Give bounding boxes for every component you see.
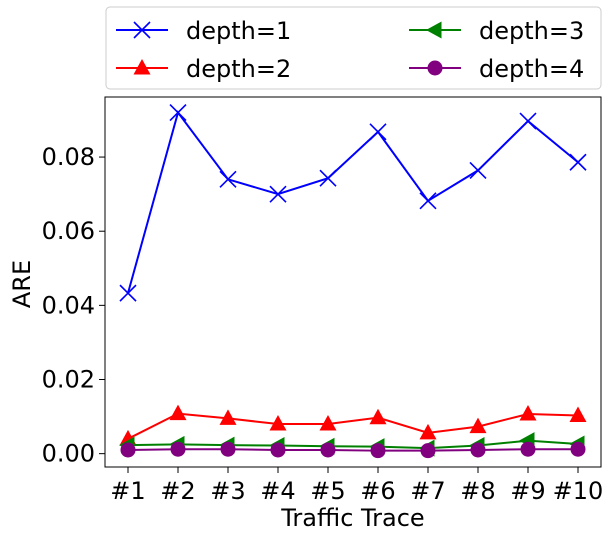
legend-label: depth=1 xyxy=(186,17,291,45)
series-line xyxy=(127,448,578,452)
data-point xyxy=(469,161,487,179)
legend-entry: depth=2 xyxy=(116,55,291,83)
y-tick-label: 0.04 xyxy=(42,291,95,319)
x-axis-label: Traffic Trace xyxy=(280,504,424,532)
data-point xyxy=(270,442,286,458)
data-point xyxy=(219,170,237,188)
data-point xyxy=(420,443,436,459)
data-point xyxy=(319,169,337,187)
data-point xyxy=(470,442,486,458)
x-tick-label: #6 xyxy=(360,477,395,505)
legend-label: depth=4 xyxy=(479,55,584,83)
data-point xyxy=(370,443,386,459)
data-point xyxy=(369,123,387,141)
x-tick-label: #5 xyxy=(310,477,345,505)
legend-label: depth=2 xyxy=(186,55,291,83)
x-tick-label: #7 xyxy=(410,477,445,505)
legend-marker xyxy=(133,59,151,75)
legend: depth=1 depth=2 depth=3 depth=4 xyxy=(105,6,602,90)
y-axis-label: ARE xyxy=(8,260,36,308)
plot-frame xyxy=(104,96,602,468)
legend-entry: depth=4 xyxy=(409,55,584,83)
data-point xyxy=(419,423,437,440)
data-point xyxy=(319,414,337,431)
x-tick-label: #4 xyxy=(260,477,295,505)
legend-box xyxy=(105,6,602,90)
series-line xyxy=(127,412,579,440)
series-depth-3 xyxy=(119,432,585,457)
x-tick-label: #10 xyxy=(553,477,604,505)
x-tick-label: #9 xyxy=(510,477,545,505)
legend-entry: depth=3 xyxy=(409,17,584,45)
x-tick-label: #1 xyxy=(110,477,145,505)
legend-marker xyxy=(427,60,443,76)
data-point xyxy=(369,408,387,425)
x-tick-label: #8 xyxy=(460,477,495,505)
y-tick-label: 0.06 xyxy=(42,217,95,245)
data-point xyxy=(269,414,287,431)
plot-area xyxy=(104,96,602,468)
data-point xyxy=(320,442,336,458)
y-tick-label: 0.00 xyxy=(42,440,95,468)
y-tick-label: 0.08 xyxy=(42,143,95,171)
x-axis: #1 #2 #3 #4 #5 #6 #7 #8 #9 #10 xyxy=(110,467,603,505)
legend-label: depth=3 xyxy=(479,17,584,45)
data-point xyxy=(269,185,287,203)
x-tick-label: #2 xyxy=(160,477,195,505)
data-point xyxy=(219,409,237,425)
series-line xyxy=(127,439,579,450)
data-point xyxy=(419,192,437,210)
data-point xyxy=(469,417,487,434)
data-point xyxy=(519,404,537,421)
legend-marker xyxy=(426,21,442,39)
data-point xyxy=(569,153,587,171)
data-point xyxy=(520,441,536,457)
data-point xyxy=(170,441,186,457)
data-point xyxy=(169,404,187,421)
data-point xyxy=(169,104,187,122)
data-point xyxy=(570,441,586,457)
series-depth-1 xyxy=(119,104,587,302)
data-point xyxy=(220,441,236,457)
legend-marker xyxy=(133,21,151,39)
series-line xyxy=(127,110,579,294)
legend-entry: depth=1 xyxy=(116,17,291,45)
y-axis: 0.00 0.02 0.04 0.06 0.08 xyxy=(42,143,105,468)
data-point xyxy=(519,112,537,130)
data-point xyxy=(569,406,587,422)
series-depth-4 xyxy=(120,441,586,459)
y-tick-label: 0.02 xyxy=(42,366,95,394)
series-depth-2 xyxy=(119,404,587,446)
data-point xyxy=(120,442,136,458)
x-tick-label: #3 xyxy=(210,477,245,505)
data-point xyxy=(119,284,137,302)
